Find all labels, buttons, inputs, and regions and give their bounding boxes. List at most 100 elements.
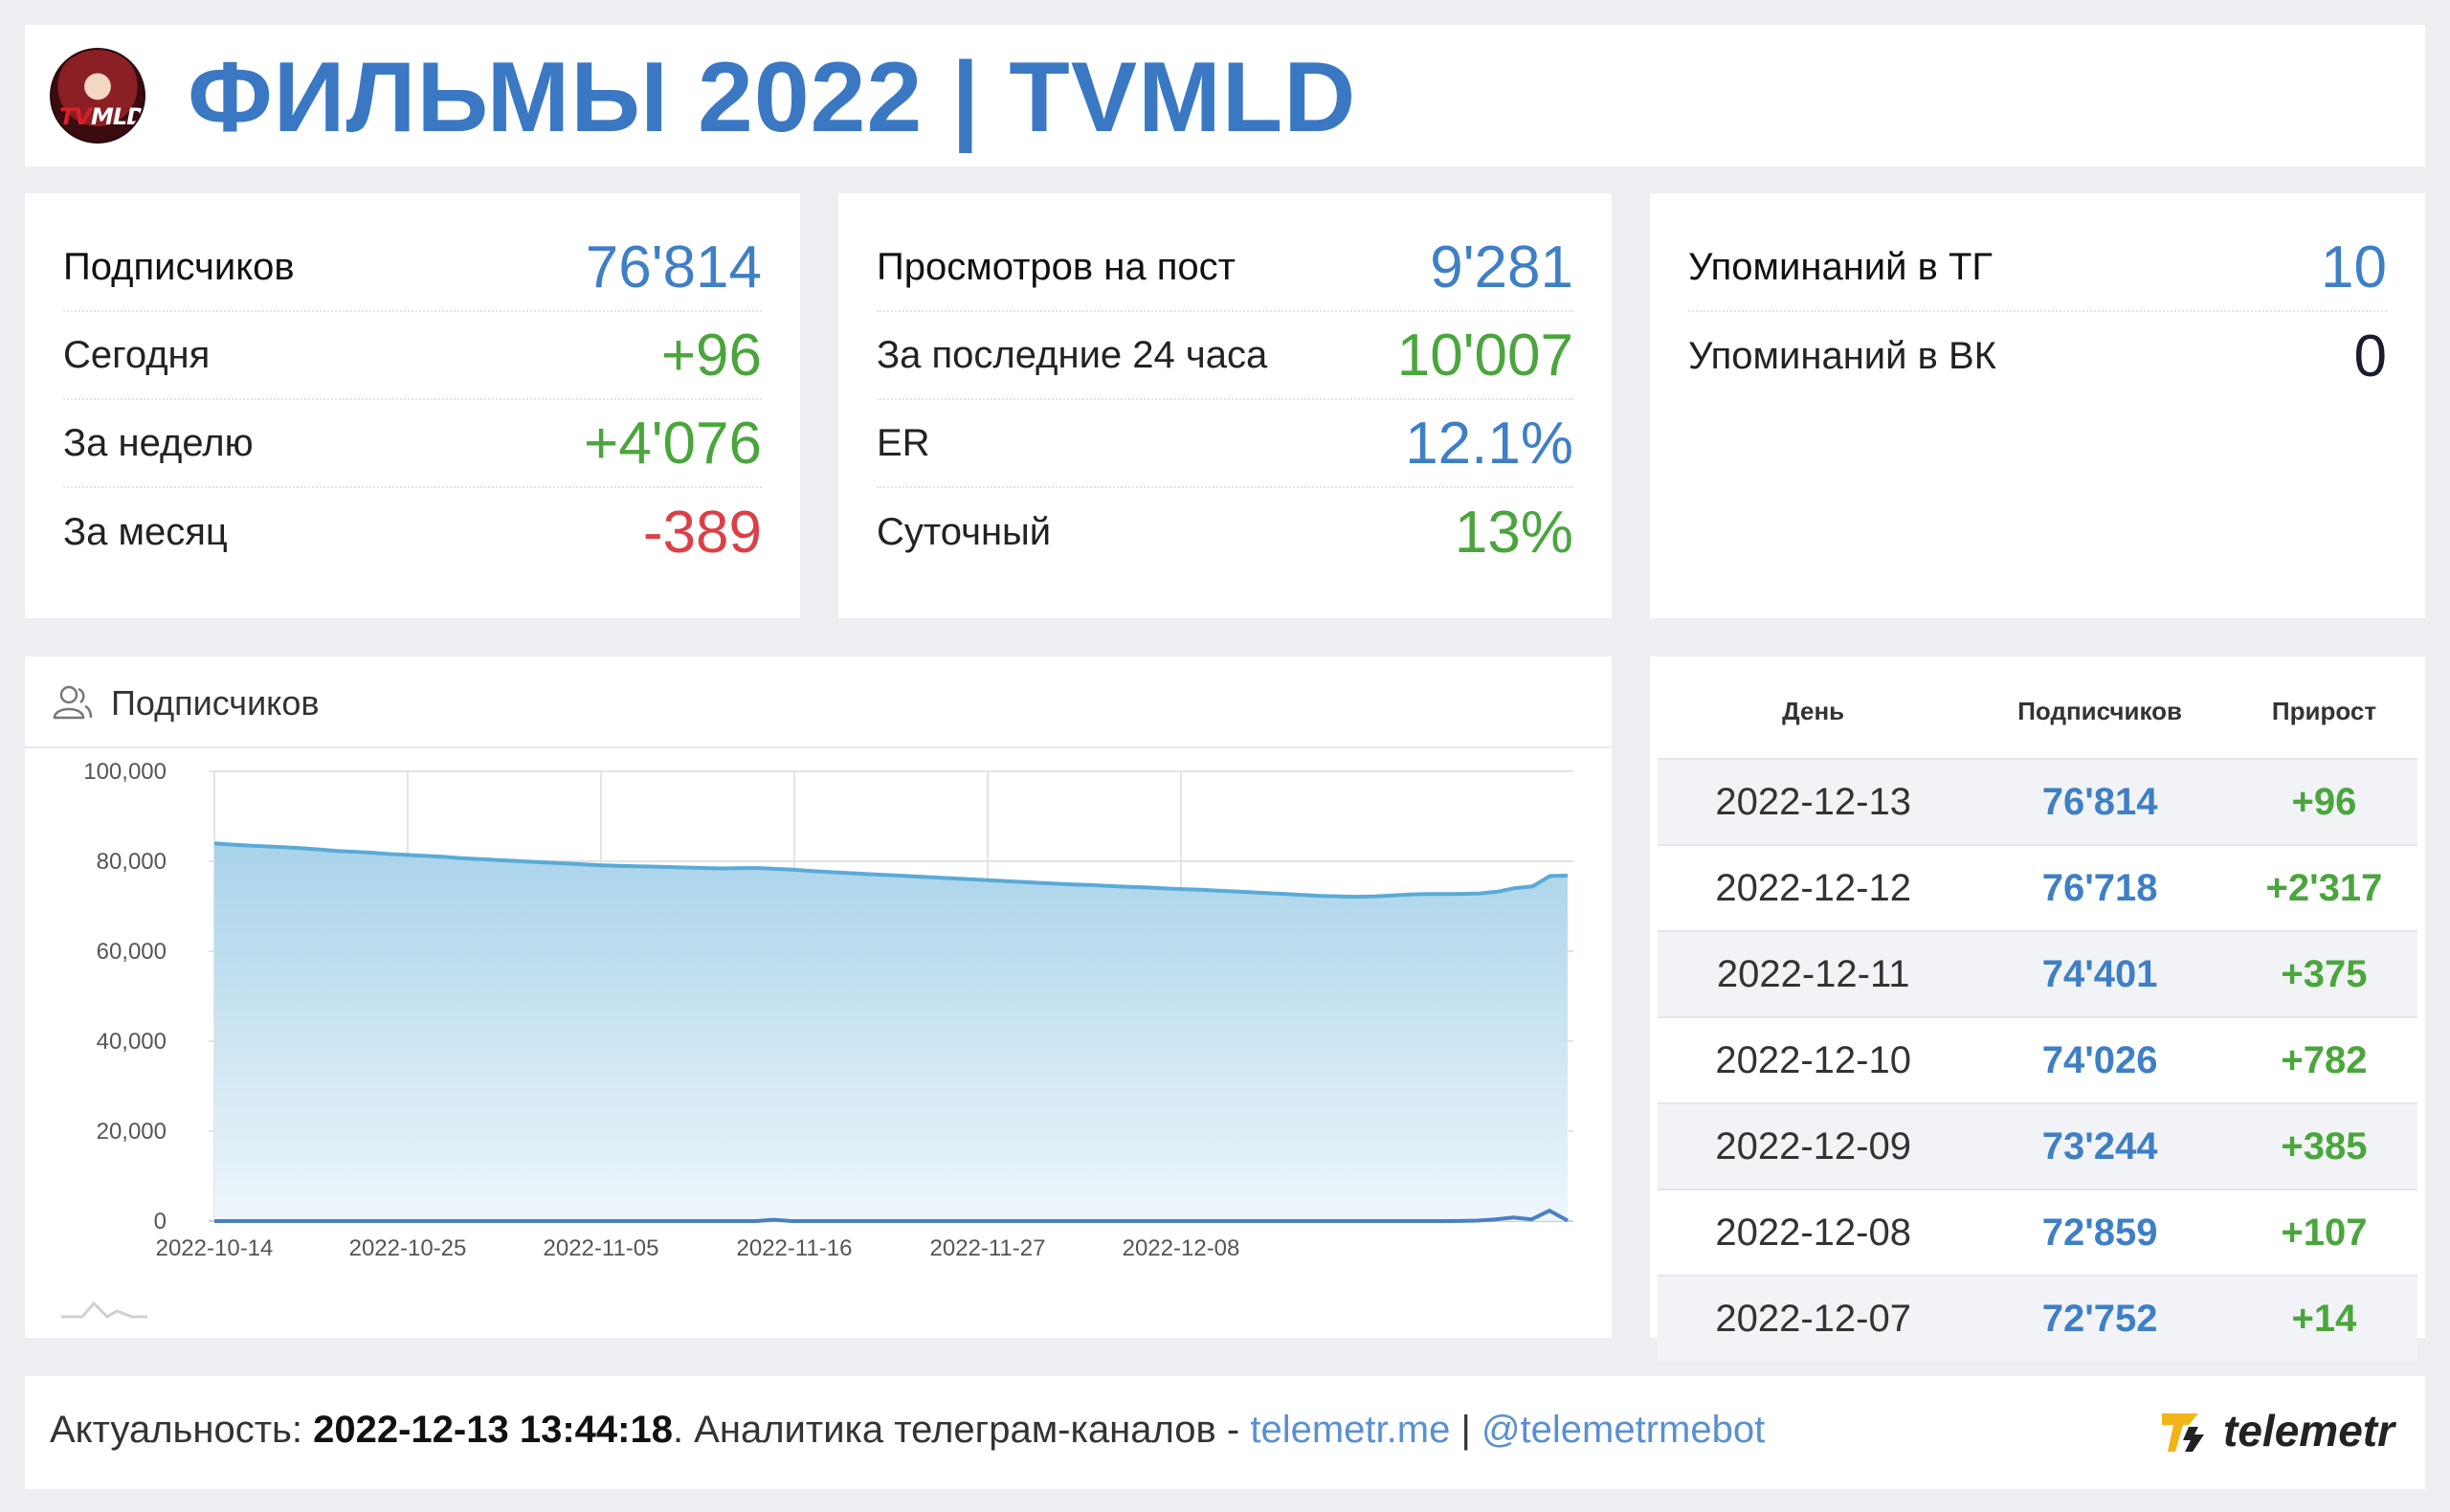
daily-subscribers-table-card: День Подписчиков Прирост 2022-12-13 76'81… <box>1650 656 2425 1361</box>
users-icon <box>53 685 93 720</box>
growth-line <box>214 1208 1569 1223</box>
footer-separator: | <box>1450 1409 1481 1451</box>
week-label: За неделю <box>63 421 254 464</box>
today-value: +96 <box>660 322 762 389</box>
subscribers-row: Подписчиков 76'814 <box>63 224 762 312</box>
telemetr-brand[interactable]: telemetr <box>2160 1405 2394 1456</box>
footer-text: Актуальность: 2022-12-13 13:44:18. Анали… <box>50 1409 1765 1452</box>
views-label: Просмотров на пост <box>877 245 1236 288</box>
x-tick-label: 2022-10-25 <box>349 1235 467 1261</box>
cell-day: 2022-12-09 <box>1658 1102 1970 1190</box>
cell-gain: +375 <box>2230 930 2417 1017</box>
mentions-stats-card: Упоминаний в ТГ 10 Упоминаний в ВК 0 <box>1650 193 2425 618</box>
vk-mentions-label: Упоминаний в ВК <box>1688 334 1996 377</box>
cell-gain: +385 <box>2230 1102 2417 1190</box>
cell-gain: +96 <box>2230 758 2417 845</box>
tg-mentions-label: Упоминаний в ТГ <box>1688 245 1993 288</box>
chart-zoom-icon[interactable] <box>61 1301 147 1319</box>
subscribers-value: 76'814 <box>585 233 762 300</box>
column-growth[interactable]: Прирост <box>2271 696 2377 725</box>
channel-title: ФИЛЬМЫ 2022 | TVMLD <box>188 42 1357 153</box>
avatar-logo: TVMLD <box>59 103 145 130</box>
cell-day: 2022-12-10 <box>1658 1016 1970 1103</box>
y-axis-ticks: 0 20,000 40,000 60,000 80,000 100,000 <box>83 759 167 1234</box>
cell-day: 2022-12-08 <box>1658 1189 1970 1276</box>
cell-gain: +782 <box>2230 1016 2417 1103</box>
subscribers-chart-card: Подписчиков 0 20,000 40,000 60,000 80,000 100… <box>25 656 1612 1338</box>
week-row: За неделю +4'076 <box>63 400 762 488</box>
footer-middle: . Аналитика телеграм-каналов - <box>672 1409 1251 1451</box>
daily-value: 13% <box>1454 499 1573 566</box>
y-tick-label: 40,000 <box>97 1029 167 1055</box>
footer-prefix: Актуальность: <box>50 1409 314 1451</box>
cell-day: 2022-12-11 <box>1658 930 1970 1017</box>
month-row: За месяц -389 <box>63 488 762 576</box>
er-label: ER <box>877 421 930 464</box>
cell-day: 2022-12-12 <box>1658 844 1970 931</box>
x-tick-label: 2022-12-08 <box>1123 1235 1240 1261</box>
telemetr-site-link[interactable]: telemetr.me <box>1250 1409 1451 1451</box>
y-tick-label: 0 <box>154 1209 167 1234</box>
x-tick-label: 2022-11-27 <box>930 1235 1046 1261</box>
cell-subs: 74'401 <box>1969 930 2231 1017</box>
table-header-row: День Подписчиков Прирост <box>1658 664 2417 759</box>
cell-gain: +2'317 <box>2230 844 2417 931</box>
table-row[interactable]: 2022-12-11 74'401 +375 <box>1658 930 2417 1017</box>
subscribers-stats-card: Подписчиков 76'814 Сегодня +96 За неделю… <box>25 193 800 618</box>
views-value: 9'281 <box>1430 233 1573 300</box>
column-day[interactable]: День <box>1782 696 1845 725</box>
views-row: Просмотров на пост 9'281 <box>877 224 1573 312</box>
telemetr-logo-icon <box>2162 1413 2205 1452</box>
y-tick-label: 60,000 <box>97 939 167 965</box>
telemetr-brand-name: telemetr <box>2223 1406 2394 1456</box>
today-label: Сегодня <box>63 333 211 376</box>
daily-label: Суточный <box>877 510 1052 553</box>
footer-timestamp: 2022-12-13 13:44:18 <box>313 1409 673 1451</box>
cell-subs: 73'244 <box>1969 1102 2231 1190</box>
cell-subs: 74'026 <box>1969 1016 2231 1103</box>
table-row[interactable]: 2022-12-08 72'859 +107 <box>1658 1189 2417 1276</box>
views-24h-value: 10'007 <box>1396 322 1573 389</box>
er-value: 12.1% <box>1405 410 1573 477</box>
cell-gain: +14 <box>2230 1275 2417 1361</box>
views-24h-row: За последние 24 часа 10'007 <box>877 312 1573 400</box>
cell-day: 2022-12-07 <box>1658 1275 1970 1361</box>
column-subscribers[interactable]: Подписчиков <box>2017 696 2183 725</box>
channel-avatar[interactable]: TVMLD <box>50 48 145 144</box>
subscribers-line <box>213 841 1569 900</box>
tg-mentions-row: Упоминаний в ТГ 10 <box>1688 224 2387 312</box>
x-tick-label: 2022-11-16 <box>737 1235 853 1261</box>
table-row[interactable]: 2022-12-12 76'718 +2'317 <box>1658 844 2417 931</box>
daily-row: Суточный 13% <box>877 488 1573 576</box>
x-tick-label: 2022-11-05 <box>544 1235 659 1261</box>
telemetr-bot-link[interactable]: @telemetrmebot <box>1481 1409 1766 1451</box>
channel-header: TVMLD ФИЛЬМЫ 2022 | TVMLD <box>25 25 2425 167</box>
y-tick-label: 100,000 <box>83 759 167 785</box>
y-tick-label: 80,000 <box>97 849 167 875</box>
table-row[interactable]: 2022-12-13 76'814 +96 <box>1658 758 2417 845</box>
tg-mentions-value: 10 <box>2321 233 2387 300</box>
table-row[interactable]: 2022-12-09 73'244 +385 <box>1658 1102 2417 1190</box>
table-row[interactable]: 2022-12-10 74'026 +782 <box>1658 1016 2417 1103</box>
table-row[interactable]: 2022-12-07 72'752 +14 <box>1658 1275 2417 1361</box>
footer: Актуальность: 2022-12-13 13:44:18. Анали… <box>25 1376 2425 1489</box>
x-tick-label: 2022-10-14 <box>156 1235 274 1261</box>
chart-header: Подписчиков <box>25 656 1612 748</box>
cell-subs: 76'718 <box>1969 844 2231 931</box>
cell-day: 2022-12-13 <box>1658 758 1970 845</box>
chart-title: Подписчиков <box>111 683 320 723</box>
vk-mentions-row: Упоминаний в ВК 0 <box>1688 312 2387 400</box>
views-stats-card: Просмотров на пост 9'281 За последние 24… <box>838 193 1612 618</box>
vk-mentions-value: 0 <box>2353 322 2387 389</box>
today-row: Сегодня +96 <box>63 312 762 400</box>
cell-subs: 72'752 <box>1969 1275 2231 1361</box>
y-tick-label: 20,000 <box>97 1119 167 1145</box>
views-24h-label: За последние 24 часа <box>877 333 1268 376</box>
er-row: ER 12.1% <box>877 400 1573 488</box>
subscribers-label: Подписчиков <box>63 245 295 288</box>
cell-subs: 76'814 <box>1969 758 2231 845</box>
subscribers-area <box>214 843 1568 1221</box>
cell-subs: 72'859 <box>1969 1189 2231 1276</box>
cell-gain: +107 <box>2230 1189 2417 1276</box>
subscribers-area-chart[interactable]: 0 20,000 40,000 60,000 80,000 100,000 2022-10… <box>25 748 1612 1338</box>
